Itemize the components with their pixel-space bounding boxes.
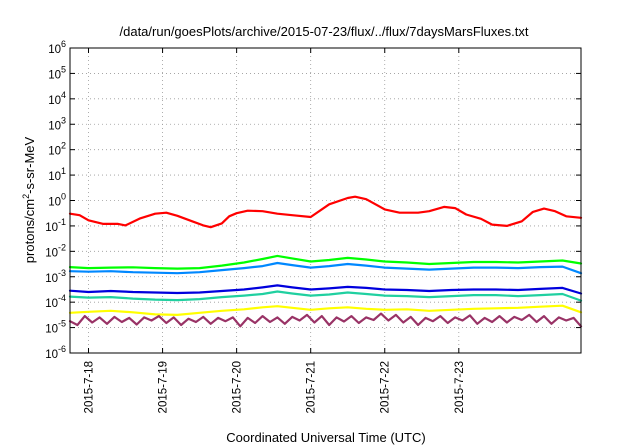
- series-line-4: [68, 284, 583, 295]
- series-line-6: [68, 304, 583, 316]
- y-tick-label-exp: 1: [61, 166, 66, 176]
- y-tick-label-exp: -6: [58, 344, 66, 354]
- y-tick-label: 10-3: [45, 268, 66, 285]
- y-tick-label-exp: 3: [61, 115, 66, 125]
- y-tick-label-exp: 0: [61, 192, 66, 202]
- series-line-1: [68, 195, 583, 229]
- y-axis-title: protons/cm2-s-sr-MeV: [21, 136, 37, 263]
- y-tick-label: 104: [48, 90, 66, 107]
- series-line-2: [68, 254, 583, 270]
- y-tick-label-base: 10: [48, 197, 61, 209]
- y-tick-label: 103: [48, 115, 66, 132]
- y-tick-label-exp: -2: [58, 242, 66, 252]
- x-axis-title: Coordinated Universal Time (UTC): [226, 430, 425, 445]
- y-tick-label-base: 10: [45, 298, 58, 310]
- y-tick-label-exp: -4: [58, 293, 66, 303]
- y-tick-label-base: 10: [45, 222, 58, 234]
- y-tick-label-exp: -5: [58, 319, 66, 329]
- x-tick-label: 2015-7-22: [380, 361, 392, 413]
- y-tick-label: 106: [48, 39, 66, 56]
- y-tick-label-base: 10: [48, 44, 61, 56]
- series-group: [68, 195, 583, 328]
- y-tick-label-exp: 5: [61, 64, 66, 74]
- x-tick-label: 2015-7-21: [306, 361, 318, 413]
- x-tick-label: 2015-7-20: [232, 361, 244, 413]
- y-tick-label-base: 10: [45, 324, 58, 336]
- y-tick-label: 10-6: [45, 344, 66, 361]
- series-line-7: [68, 312, 583, 328]
- y-axis: 10-610-510-410-310-210-11001011021031041…: [45, 39, 581, 361]
- y-tick-label-base: 10: [48, 69, 61, 81]
- chart-title: /data/run/goesPlots/archive/2015-07-23/f…: [120, 24, 529, 39]
- y-axis-title-sup: 2: [21, 194, 31, 199]
- grid: [70, 48, 581, 353]
- y-tick-label: 100: [48, 192, 66, 209]
- y-tick-label: 10-4: [45, 293, 66, 310]
- y-tick-label-base: 10: [48, 171, 61, 183]
- y-tick-label: 102: [48, 141, 66, 158]
- y-tick-label-exp: 6: [61, 39, 66, 49]
- y-tick-label-base: 10: [45, 349, 58, 361]
- y-tick-label-exp: 4: [61, 90, 66, 100]
- series-line-5: [68, 290, 583, 302]
- y-tick-label-base: 10: [45, 273, 58, 285]
- series-line-3: [68, 261, 583, 275]
- y-tick-label-base: 10: [48, 120, 61, 132]
- y-tick-label: 101: [48, 166, 66, 183]
- y-tick-label-base: 10: [48, 95, 61, 107]
- y-axis-title-pre: protons/cm: [22, 199, 37, 263]
- y-tick-label: 10-1: [45, 217, 66, 234]
- y-tick-label-exp: -3: [58, 268, 66, 278]
- y-tick-label-base: 10: [45, 247, 58, 259]
- x-tick-label: 2015-7-19: [158, 361, 170, 413]
- y-tick-label-exp: -1: [58, 217, 66, 227]
- y-tick-label-exp: 2: [61, 141, 66, 151]
- y-axis-title-post: -s-sr-MeV: [22, 136, 37, 193]
- y-tick-label: 10-2: [45, 242, 66, 259]
- y-tick-label-base: 10: [48, 146, 61, 158]
- x-tick-label: 2015-7-23: [454, 361, 466, 413]
- x-tick-label: 2015-7-18: [84, 361, 96, 413]
- x-axis: 2015-7-18 2015-7-19 2015-7-20 2015-7-21 2015…: [84, 48, 466, 413]
- y-tick-label: 105: [48, 64, 66, 81]
- y-tick-label: 10-5: [45, 319, 66, 336]
